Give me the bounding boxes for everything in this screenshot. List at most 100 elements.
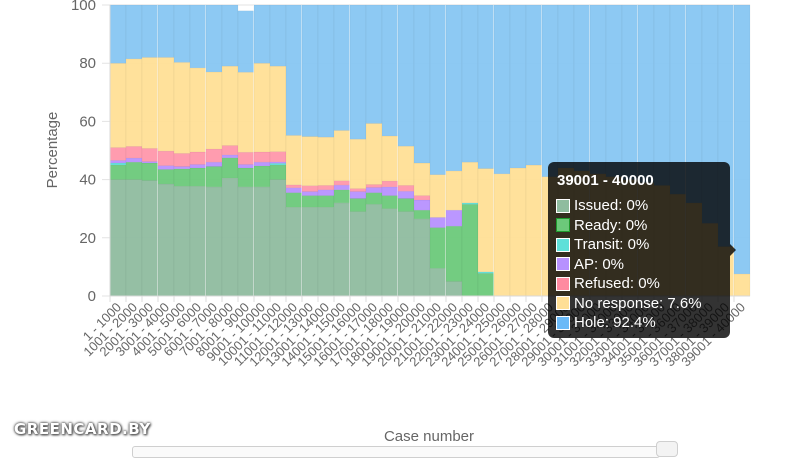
bar-segment-hole[interactable] bbox=[109, 4, 127, 64]
bar-segment-ready[interactable] bbox=[173, 168, 191, 187]
bar-segment-issued[interactable] bbox=[349, 211, 367, 297]
bar-segment-no-response[interactable] bbox=[141, 57, 159, 149]
bar-segment-ready[interactable] bbox=[285, 192, 303, 208]
bar-segment-refused[interactable] bbox=[221, 145, 239, 156]
bar-segment-hole[interactable] bbox=[205, 4, 223, 73]
bar-segment-no-response[interactable] bbox=[173, 62, 191, 154]
bar-segment-ready[interactable] bbox=[221, 157, 239, 179]
bar-segment-hole[interactable] bbox=[621, 4, 639, 180]
bar-segment-no-response[interactable] bbox=[413, 162, 431, 196]
bar-segment-ap[interactable] bbox=[285, 187, 303, 193]
bar-segment-refused[interactable] bbox=[397, 185, 415, 192]
bar-segment-refused[interactable] bbox=[253, 151, 271, 163]
bar-segment-ap[interactable] bbox=[381, 186, 399, 196]
bar-segment-hole[interactable] bbox=[429, 4, 447, 175]
bar-segment-refused[interactable] bbox=[205, 148, 223, 163]
bar-segment-no-response[interactable] bbox=[253, 62, 271, 153]
bar-segment-refused[interactable] bbox=[237, 151, 255, 165]
bar-segment-hole[interactable] bbox=[317, 4, 335, 138]
bar-segment-no-response[interactable] bbox=[205, 71, 223, 150]
bar-segment-hole[interactable] bbox=[477, 4, 495, 169]
bar-segment-ap[interactable] bbox=[317, 189, 335, 196]
bar-segment-no-response[interactable] bbox=[157, 57, 175, 152]
bar-segment-refused[interactable] bbox=[349, 188, 367, 192]
bar-segment-ap[interactable] bbox=[253, 161, 271, 167]
bar-segment-ready[interactable] bbox=[429, 227, 447, 269]
bar-segment-no-response[interactable] bbox=[349, 138, 367, 189]
bar-segment-refused[interactable] bbox=[285, 184, 303, 189]
bar-segment-hole[interactable] bbox=[381, 4, 399, 137]
bar-segment-issued[interactable] bbox=[397, 211, 415, 297]
bar-segment-hole[interactable] bbox=[573, 4, 591, 172]
bar-segment-issued[interactable] bbox=[301, 206, 319, 297]
bar-segment-issued[interactable] bbox=[317, 206, 335, 297]
bar-segment-ready[interactable] bbox=[237, 167, 255, 188]
bar-segment-issued[interactable] bbox=[429, 268, 447, 297]
bar-segment-ready[interactable] bbox=[157, 169, 175, 185]
bar-segment-hole[interactable] bbox=[157, 4, 175, 58]
bar-segment-ap[interactable] bbox=[333, 184, 351, 191]
bar-segment-ap[interactable] bbox=[349, 191, 367, 199]
bar-segment-refused[interactable] bbox=[125, 146, 143, 159]
bar-segment-ap[interactable] bbox=[237, 164, 255, 169]
bar-segment-ap[interactable] bbox=[397, 190, 415, 199]
bar-segment-issued[interactable] bbox=[333, 202, 351, 297]
bar-segment-hole[interactable] bbox=[509, 4, 527, 169]
bar-segment-ready[interactable] bbox=[109, 164, 127, 180]
bar-segment-no-response[interactable] bbox=[237, 71, 255, 153]
bar-segment-ap[interactable] bbox=[109, 160, 127, 164]
bar-segment-issued[interactable] bbox=[445, 281, 463, 297]
bar-segment-hole[interactable] bbox=[413, 4, 431, 164]
bar-segment-hole[interactable] bbox=[333, 4, 351, 131]
bar-segment-no-response[interactable] bbox=[509, 167, 527, 297]
bar-segment-no-response[interactable] bbox=[493, 173, 511, 297]
bar-segment-refused[interactable] bbox=[317, 185, 335, 191]
bar-segment-hole[interactable] bbox=[365, 4, 383, 124]
bar-segment-hole[interactable] bbox=[397, 4, 415, 147]
bar-segment-ready[interactable] bbox=[349, 198, 367, 212]
bar-segment-no-response[interactable] bbox=[445, 170, 463, 211]
bar-segment-no-response[interactable] bbox=[381, 135, 399, 182]
bar-segment-ready[interactable] bbox=[125, 161, 143, 180]
bar-segment-issued[interactable] bbox=[157, 183, 175, 297]
bar-segment-refused[interactable] bbox=[413, 195, 431, 201]
bar-segment-no-response[interactable] bbox=[109, 62, 127, 148]
bar-segment-issued[interactable] bbox=[365, 204, 383, 297]
bar-segment-issued[interactable] bbox=[205, 186, 223, 297]
bar-segment-no-response[interactable] bbox=[317, 136, 335, 186]
bar-segment-ap[interactable] bbox=[221, 154, 239, 159]
bar-segment-no-response[interactable] bbox=[269, 65, 287, 152]
bar-segment-ready[interactable] bbox=[381, 195, 399, 209]
bar-segment-issued[interactable] bbox=[237, 186, 255, 297]
bar-segment-no-response[interactable] bbox=[477, 168, 495, 273]
bar-segment-issued[interactable] bbox=[141, 180, 159, 297]
bar-segment-issued[interactable] bbox=[189, 185, 207, 297]
bar-segment-hole[interactable] bbox=[525, 4, 543, 166]
bar-segment-hole[interactable] bbox=[189, 4, 207, 69]
bar-segment-refused[interactable] bbox=[173, 153, 191, 167]
horizontal-scrollbar[interactable] bbox=[132, 446, 660, 458]
bar-segment-hole[interactable] bbox=[445, 4, 463, 172]
bar-segment-hole[interactable] bbox=[173, 4, 191, 63]
bar-segment-ready[interactable] bbox=[269, 164, 287, 180]
bar-segment-hole[interactable] bbox=[285, 4, 303, 136]
bar-segment-issued[interactable] bbox=[125, 179, 143, 297]
bar-segment-ap[interactable] bbox=[205, 161, 223, 167]
bar-segment-refused[interactable] bbox=[301, 185, 319, 192]
bar-segment-ready[interactable] bbox=[365, 192, 383, 205]
bar-segment-no-response[interactable] bbox=[429, 174, 447, 218]
bar-segment-hole[interactable] bbox=[493, 4, 511, 175]
bar-segment-ready[interactable] bbox=[397, 198, 415, 212]
bar-segment-no-response[interactable] bbox=[221, 65, 239, 146]
bar-segment-ap[interactable] bbox=[157, 165, 175, 170]
bar-segment-ready[interactable] bbox=[413, 209, 431, 220]
bar-segment-ap[interactable] bbox=[125, 157, 143, 163]
bar-segment-issued[interactable] bbox=[269, 179, 287, 297]
bar-segment-transit[interactable] bbox=[109, 162, 127, 166]
bar-segment-hole[interactable] bbox=[541, 4, 559, 177]
scrollbar-handle[interactable] bbox=[656, 441, 678, 457]
bar-segment-hole[interactable] bbox=[637, 4, 655, 183]
bar-segment-ap[interactable] bbox=[413, 199, 431, 211]
bar-segment-hole[interactable] bbox=[349, 4, 367, 140]
bar-segment-hole[interactable] bbox=[141, 4, 159, 58]
